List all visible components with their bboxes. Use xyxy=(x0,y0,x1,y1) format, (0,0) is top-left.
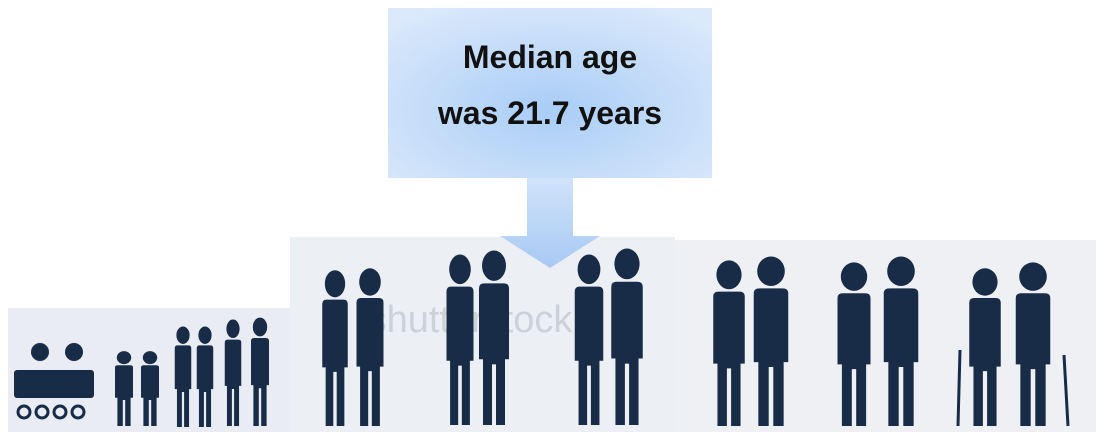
stroller xyxy=(14,370,94,398)
baby xyxy=(65,343,83,361)
page: Median age was 21.7 years shutterstock (… xyxy=(0,0,1096,432)
callout-box xyxy=(388,8,712,178)
infographic: Median age was 21.7 years shutterstock xyxy=(0,0,1096,432)
cane xyxy=(958,350,960,426)
callout-text: Median age xyxy=(463,39,637,75)
callout-text: was 21.7 years xyxy=(437,95,662,131)
baby xyxy=(31,343,49,361)
